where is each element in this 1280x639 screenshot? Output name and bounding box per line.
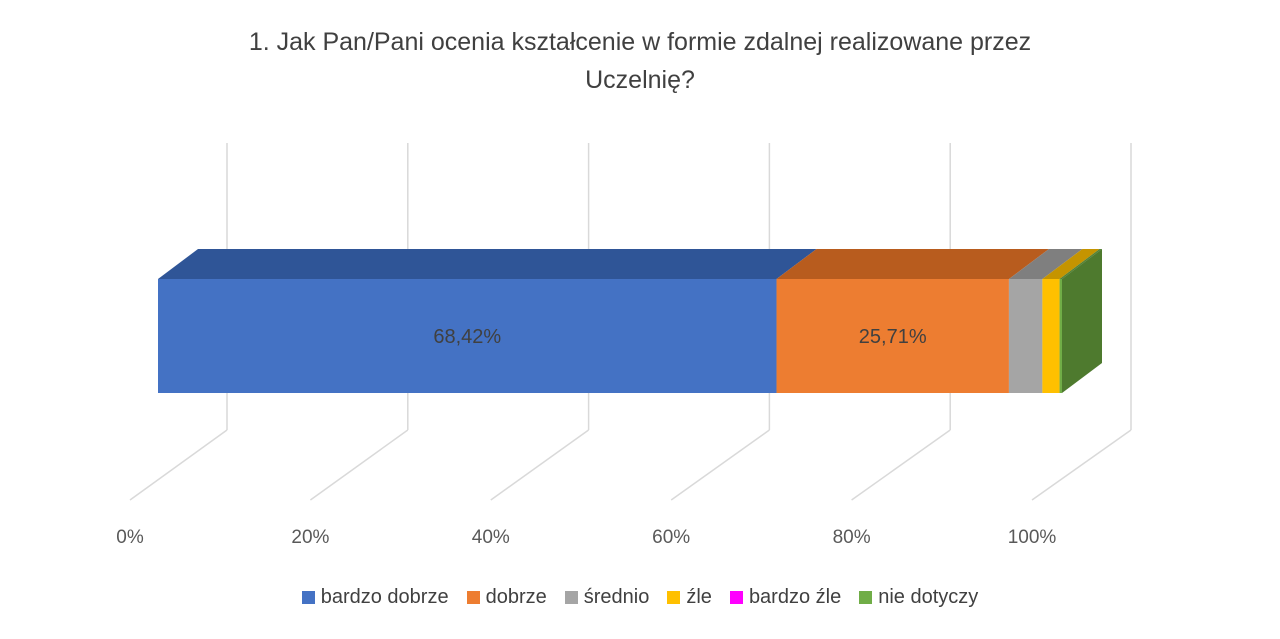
legend-swatch bbox=[859, 591, 873, 604]
data-label: 25,71% bbox=[859, 326, 927, 348]
legend-label: nie dotyczy bbox=[878, 586, 979, 608]
legend-item: bardzo dobrze bbox=[301, 586, 449, 609]
bar-top-bardzo-dobrze bbox=[158, 249, 817, 279]
bar-top-źle bbox=[1042, 249, 1100, 279]
bar-top-średnio bbox=[1008, 249, 1083, 279]
legend-item: dobrze bbox=[466, 586, 547, 609]
x-tick-label: 40% bbox=[472, 527, 510, 548]
x-tick-label: 20% bbox=[291, 527, 329, 548]
chart-title-line-1: 1. Jak Pan/Pani ocenia kształcenie w for… bbox=[248, 28, 1032, 56]
bar-segment-dobrze bbox=[776, 279, 1009, 393]
bar-segment-bardzo-dobrze bbox=[158, 279, 777, 393]
legend-item: bardzo źle bbox=[729, 586, 842, 609]
gridline-floor bbox=[309, 429, 409, 501]
gridline-floor bbox=[129, 429, 228, 501]
bar-segment-źle bbox=[1042, 279, 1060, 393]
gridline-floor bbox=[851, 429, 951, 501]
legend-label: źle bbox=[686, 586, 712, 608]
x-tick-label: 0% bbox=[116, 527, 144, 548]
legend-label: bardzo źle bbox=[748, 586, 842, 608]
legend-swatch bbox=[466, 591, 480, 604]
legend-swatch bbox=[729, 591, 743, 604]
data-label: 68,42% bbox=[433, 326, 501, 348]
legend-swatch bbox=[301, 591, 315, 604]
gridline-floor bbox=[1031, 429, 1132, 501]
legend-swatch bbox=[667, 591, 681, 604]
gridline-floor bbox=[490, 429, 590, 501]
chart-title-line-2: Uczelnię? bbox=[585, 66, 695, 94]
bar-segment-średnio bbox=[1008, 279, 1043, 393]
bar-segment-nie-dotyczy bbox=[1059, 279, 1062, 393]
bar-top-nie-dotyczy bbox=[1059, 249, 1102, 279]
legend-item: nie dotyczy bbox=[859, 586, 978, 609]
legend-item: średnio bbox=[564, 586, 650, 609]
bar-top-dobrze bbox=[776, 249, 1049, 279]
legend-label: średnio bbox=[583, 586, 650, 608]
legend-label: dobrze bbox=[485, 586, 547, 608]
chart-plot: 0% 20% 40% 60% 80% 100% 68,42% 25,71% bbox=[116, 143, 1132, 548]
bar-side-face bbox=[1062, 249, 1102, 393]
legend-label: bardzo dobrze bbox=[320, 586, 449, 608]
x-tick-label: 60% bbox=[652, 527, 690, 548]
gridline-floor bbox=[670, 429, 770, 501]
legend-item: źle bbox=[667, 586, 712, 609]
x-tick-label: 100% bbox=[1008, 527, 1057, 548]
chart-legend: bardzo dobrze dobrze średnio źle bardzo źle n… bbox=[0, 586, 1280, 609]
x-tick-label: 80% bbox=[833, 527, 871, 548]
legend-swatch bbox=[564, 591, 578, 604]
